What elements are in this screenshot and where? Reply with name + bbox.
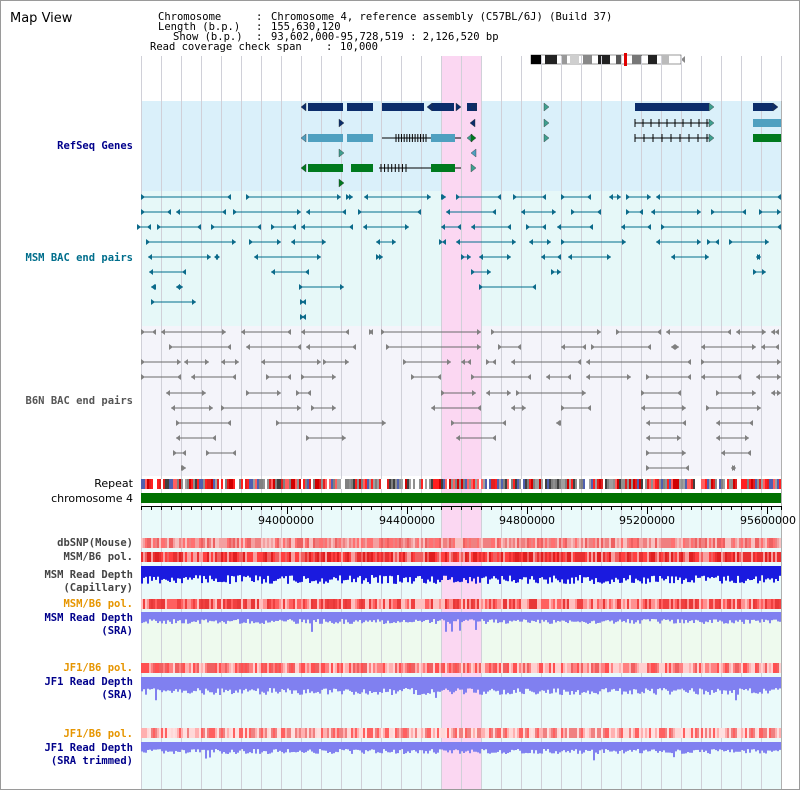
jf1-b6-pol-label: JF1/B6 pol.: [63, 662, 133, 674]
msm-depth-sra-label: MSM Read Depth: [44, 612, 133, 624]
length-colon: :: [256, 21, 263, 33]
show-label: Show (b.p.): [173, 31, 243, 43]
msm-b6-pol-2-strip: [141, 599, 781, 609]
jf1-b6-pol-2-label: JF1/B6 pol.: [63, 728, 133, 740]
jf1-depth-trim-sub: (SRA trimmed): [50, 755, 133, 767]
msm-depth-capillary-hist: [141, 566, 781, 584]
chromosome-value: Chromosome 4, reference assembly (C57BL/…: [271, 11, 613, 23]
page-title: Map View: [10, 11, 73, 26]
refseq-genes-label[interactable]: RefSeq Genes: [57, 140, 133, 152]
msm-depth-sra-sub: (SRA): [101, 625, 133, 637]
chromosome-label: Chromosome: [158, 11, 222, 23]
axis-tick-label: 95600000: [740, 514, 796, 527]
length-label: Length (b.p.): [158, 21, 241, 33]
b6n-bac-label[interactable]: B6N BAC end pairs: [25, 395, 133, 407]
axis-tick-label: 94800000: [499, 514, 555, 527]
axis-ruler: [141, 506, 782, 514]
chromosome-track-label: chromosome 4: [51, 492, 133, 505]
msm-depth-cap-sub: (Capillary): [63, 582, 133, 594]
axis-tick-label: 95200000: [619, 514, 675, 527]
jf1-depth-sra-label: JF1 Read Depth: [44, 676, 133, 688]
msm-bac-label[interactable]: MSM BAC end pairs: [25, 252, 133, 264]
msm-depth-sra-hist: [141, 612, 781, 632]
length-value: 155,630,120: [271, 21, 341, 33]
chromosome-colon: :: [256, 11, 263, 23]
msm-b6-pol-strip: [141, 552, 781, 562]
b6n-bac-end-pairs: [141, 329, 781, 471]
coverage-colon: :: [326, 41, 333, 53]
msm-depth-cap-label: MSM Read Depth: [44, 569, 133, 581]
repeat-label: Repeat: [94, 477, 133, 490]
repeat-track: [141, 479, 781, 489]
jf1-b6-pol-strip: [141, 663, 781, 673]
chromosome-bar: [141, 493, 781, 503]
dbsnp-strip: [141, 538, 781, 548]
show-value: 93,602,000-95,728,519 : 2,126,520 bp: [271, 31, 499, 43]
jf1-b6-pol-2-strip: [141, 728, 781, 738]
show-colon: :: [256, 31, 263, 43]
axis-tick-label: 94400000: [379, 514, 435, 527]
refseq-gene-features: [300, 102, 781, 188]
msm-b6-pol-2-label: MSM/B6 pol.: [63, 598, 133, 610]
coverage-label: Read coverage check span: [150, 41, 302, 53]
jf1-depth-trim-hist: [141, 742, 781, 761]
coverage-value: 10,000: [340, 41, 378, 53]
dbsnp-label: dbSNP(Mouse): [57, 537, 133, 549]
msm-b6-pol-label: MSM/B6 pol.: [63, 551, 133, 563]
jf1-depth-trim-label: JF1 Read Depth: [44, 742, 133, 754]
msm-bac-end-pairs: [137, 194, 781, 320]
axis-tick-label: 94000000: [258, 514, 314, 527]
jf1-depth-sra-sub: (SRA): [101, 689, 133, 701]
jf1-depth-sra-hist: [141, 677, 781, 701]
